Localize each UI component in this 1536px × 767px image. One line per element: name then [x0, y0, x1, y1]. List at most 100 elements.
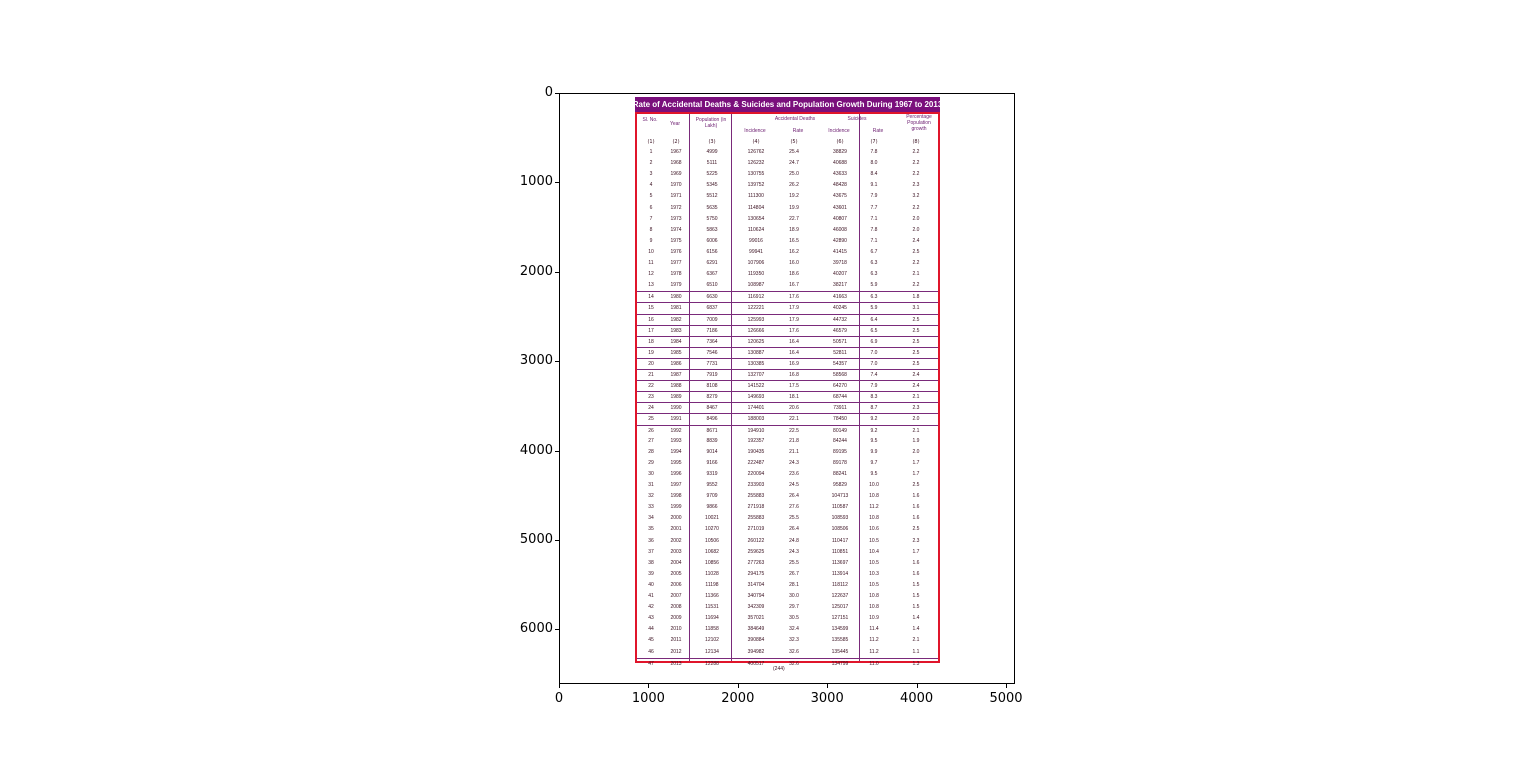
- table-cell: 11.2: [869, 504, 879, 511]
- table-cell: 1976: [670, 248, 682, 255]
- table-cell: 104713: [831, 493, 849, 500]
- table-cell: 2: [649, 160, 653, 167]
- table-cell: 125993: [747, 316, 765, 323]
- table-row: 35 2001 10270 271019 26.4 108506 10.6 2.5: [637, 524, 938, 535]
- table-cell: 34: [648, 515, 654, 522]
- table-cell: 95829: [833, 482, 847, 488]
- header-incidence-2: Incidence: [828, 128, 850, 134]
- table-cell: 2.5: [912, 360, 920, 367]
- table-cell: 26.7: [789, 570, 799, 577]
- table-cell: 5.9: [870, 305, 878, 312]
- table-cell: 2009: [670, 615, 682, 622]
- table-cell: 1.6: [912, 570, 920, 577]
- table-cell: 139752: [747, 182, 765, 189]
- table-cell: 1982: [670, 316, 682, 323]
- table-cell: 260122: [747, 537, 765, 544]
- table-cell: 1.6: [912, 515, 920, 522]
- table-row: 22 1988 8108 141522 17.5 64270 7.9 2.4: [637, 380, 938, 392]
- table-cell: 41: [648, 593, 654, 599]
- axes-frame: [559, 93, 1015, 684]
- table-cell: 233903: [747, 482, 765, 488]
- x-tick-mark: [737, 684, 739, 688]
- table-cell: 1975: [670, 237, 682, 244]
- table-cell: 10.8: [869, 515, 879, 522]
- table-cell: 5111: [706, 160, 718, 167]
- table-cell: 10.8: [869, 493, 879, 500]
- table-cell: 141522: [747, 383, 765, 390]
- table-cell: 400517: [747, 660, 765, 667]
- table-cell: 2.1: [912, 394, 920, 401]
- x-tick-mark: [648, 684, 650, 688]
- table-cell: 2.4: [912, 237, 920, 244]
- table-cell: 118112: [832, 581, 848, 588]
- table-cell: 24.3: [789, 548, 799, 555]
- table-cell: 40807: [833, 215, 847, 222]
- table-cell: 108987: [747, 282, 765, 289]
- table-cell: 6510: [706, 282, 718, 289]
- table-cell: 110624: [747, 226, 765, 233]
- table-cell: 36: [648, 537, 654, 544]
- table-row: 7 1973 5750 130654 22.7 40807 7.1 2.0: [637, 214, 938, 225]
- table-cell: 10: [648, 248, 654, 255]
- table-cell: 26: [648, 427, 654, 434]
- table-cell: 16.9: [789, 360, 799, 367]
- table-cell: 2.3: [912, 537, 920, 544]
- table-cell: 28.1: [789, 581, 799, 588]
- table-cell: 107906: [747, 260, 765, 266]
- table-cell: 119350: [747, 271, 765, 278]
- table-cell: 5863: [706, 226, 718, 233]
- table-cell: 15: [648, 305, 654, 312]
- table-cell: 1997: [670, 482, 682, 488]
- table-cell: 38217: [833, 282, 847, 289]
- table-row: 16 1982 7009 125993 17.9 44732 6.4 2.5: [637, 313, 938, 326]
- table-cell: 16.4: [789, 349, 799, 356]
- table-cell: 1.7: [912, 459, 920, 466]
- table-cell: 1999: [670, 504, 682, 511]
- table-cell: 1.5: [912, 604, 920, 611]
- table-cell: 9.7: [870, 459, 878, 466]
- table-cell: 32.4: [789, 626, 799, 633]
- table-cell: 38829: [833, 149, 847, 155]
- table-cell: 38: [648, 559, 654, 566]
- table-cell: 340794: [747, 593, 765, 599]
- header-pct-population-growth: Percentage Population growth: [906, 114, 932, 132]
- table-cell: 1: [649, 149, 653, 155]
- table-cell: 2.5: [912, 349, 920, 356]
- table-cell: 1979: [670, 282, 682, 289]
- table-cell: 17.5: [789, 383, 799, 390]
- table-cell: 7731: [706, 360, 718, 367]
- table-cell: 122221: [747, 305, 765, 312]
- table-cell: 11.2: [869, 648, 879, 655]
- table-cell: 11.0: [869, 660, 879, 667]
- table-cell: 7.1: [870, 215, 878, 222]
- table-cell: 25.5: [789, 515, 799, 522]
- table-cell: 314704: [747, 581, 765, 588]
- table-cell: 7.9: [870, 193, 878, 200]
- x-tick-label: 0: [554, 691, 564, 706]
- table-cell: 25.0: [789, 171, 799, 178]
- table-cell: 6.5: [870, 327, 878, 334]
- table-cell: 1990: [670, 405, 682, 412]
- table-cell: 18.1: [789, 394, 799, 401]
- table-cell: 2.0: [912, 416, 920, 423]
- table-cell: 2.4: [912, 383, 920, 390]
- table-cell: 6.7: [870, 248, 878, 255]
- table-row: 10 1976 6156 99941 16.2 41415 6.7 2.5: [637, 247, 938, 258]
- table-cell: 40245: [833, 305, 847, 312]
- table-cell: 22.5: [789, 427, 799, 434]
- table-cell: 1.7: [912, 470, 920, 477]
- table-cell: 21.8: [789, 437, 799, 444]
- x-tick-label: 2000: [721, 691, 755, 706]
- table-cell: 7.9: [870, 383, 878, 390]
- y-tick-label: 0: [544, 85, 553, 100]
- table-row: 3 1969 5225 130755 25.0 43633 8.4 2.2: [637, 169, 938, 180]
- table-cell: 84244: [833, 437, 847, 444]
- data-table: Sl. No. Year Population (in Lakh) Accide…: [635, 112, 940, 667]
- header-suicides: Suicides: [847, 116, 867, 122]
- table-cell: 40688: [833, 160, 847, 167]
- table-cell: 108506: [831, 526, 849, 533]
- x-tick-label: 3000: [810, 691, 844, 706]
- table-row: 4 1970 5345 139752 26.2 48428 9.1 2.3: [637, 180, 938, 191]
- table-cell: 7.1: [870, 237, 878, 244]
- table-cell: 2.2: [912, 260, 920, 266]
